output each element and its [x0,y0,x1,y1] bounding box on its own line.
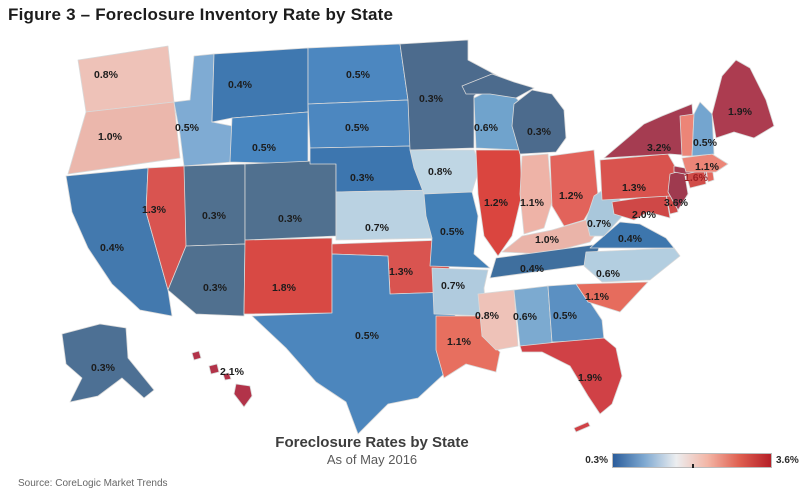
state-label-OH: 1.2% [559,190,584,202]
state-label-GA: 0.5% [553,310,578,322]
state-label-AK: 0.3% [91,362,116,374]
state-label-OK: 1.3% [389,266,414,278]
state-label-IN: 1.1% [520,197,545,209]
state-MN [399,39,499,151]
state-label-IA: 0.8% [428,166,453,178]
state-GA [547,283,605,343]
state-MI [461,73,535,99]
state-label-MT: 0.4% [228,79,253,91]
state-label-ME: 1.9% [728,106,753,118]
map-caption: Foreclosure Rates by State As of May 201… [252,434,492,467]
state-MS [477,289,519,351]
states-layer [61,39,775,435]
state-label-ND: 0.5% [346,69,371,81]
legend-min-label: 0.3% [585,455,608,466]
state-label-NM: 1.8% [272,282,297,294]
state-label-IL: 1.2% [484,197,509,209]
state-MO [423,191,491,269]
state-label-MO: 0.5% [440,226,465,238]
state-label-ID: 0.5% [175,122,200,134]
state-label-SD: 0.5% [345,122,370,134]
state-FL [573,421,591,433]
state-label-AR: 0.7% [441,280,466,292]
state-AK [61,323,155,403]
state-label-WV: 0.7% [587,218,612,230]
state-label-FL: 1.9% [578,372,603,384]
state-label-TX: 0.5% [355,330,380,342]
legend-midpoint-tick [692,464,694,468]
state-IN [519,153,553,235]
state-NM [243,237,333,315]
state-label-MI: 0.3% [527,126,552,138]
state-label-CT: 1.6% [684,172,709,184]
state-label-WA: 0.8% [94,69,119,81]
state-OR [67,101,181,175]
state-HI [191,350,202,361]
state-WA [77,45,175,113]
state-label-WY: 0.5% [252,142,277,154]
map-caption-subtitle: As of May 2016 [326,452,418,467]
state-CO [244,159,337,241]
figure-title: Figure 3 – Foreclosure Inventory Rate by… [8,5,394,24]
state-label-KY: 1.0% [535,234,560,246]
state-UT [183,163,246,247]
state-label-MN: 0.3% [419,93,444,105]
map-caption-title: Foreclosure Rates by State [275,434,469,451]
state-label-MA: 1.1% [695,161,720,173]
state-ID [173,53,233,167]
state-label-HI: 2.1% [220,366,245,378]
state-label-NC: 0.6% [596,268,621,280]
state-value-labels: 0.8% 1.0% 0.4% 1.3% 0.5% 0.4% 0.5% 0.3% 0.3% 0.3%… [91,69,753,384]
state-label-AZ: 0.3% [203,282,228,294]
state-label-UT: 0.3% [202,210,227,222]
state-label-NJ: 3.6% [664,197,689,209]
state-HI [208,363,220,375]
state-HI [233,383,253,408]
state-NH [691,101,715,157]
state-ME [711,59,775,139]
state-label-VA: 0.4% [618,233,643,245]
state-label-OR: 1.0% [98,131,123,143]
state-label-NV: 1.3% [142,204,167,216]
state-TX [251,253,459,435]
color-scale-legend: 0.3% 3.6% [576,453,799,468]
state-label-SC: 1.1% [585,291,610,303]
state-label-PA: 1.3% [622,182,647,194]
state-label-WI: 0.6% [474,122,499,134]
source-note: Source: CoreLogic Market Trends [18,478,168,489]
state-label-TN: 0.4% [520,263,545,275]
state-IL [475,149,523,257]
state-MI [511,89,567,155]
state-label-CA: 0.4% [100,242,125,254]
state-NY [603,103,697,159]
state-label-CO: 0.3% [278,213,303,225]
state-OH [549,149,599,227]
state-AZ [167,243,246,317]
state-label-NE: 0.3% [350,172,375,184]
state-label-LA: 1.1% [447,336,472,348]
state-label-MD: 2.0% [632,209,657,221]
state-HI [222,372,232,381]
legend-gradient [612,453,772,468]
state-label-MS: 0.8% [475,310,500,322]
state-FL [519,337,623,415]
state-label-NY: 3.2% [647,142,672,154]
state-WY [229,111,309,165]
state-label-KS: 0.7% [365,222,390,234]
legend-max-label: 3.6% [776,455,799,466]
state-SC [575,281,649,313]
state-MT [211,47,309,123]
state-label-NH: 0.5% [693,137,718,149]
state-label-AL: 0.6% [513,311,538,323]
